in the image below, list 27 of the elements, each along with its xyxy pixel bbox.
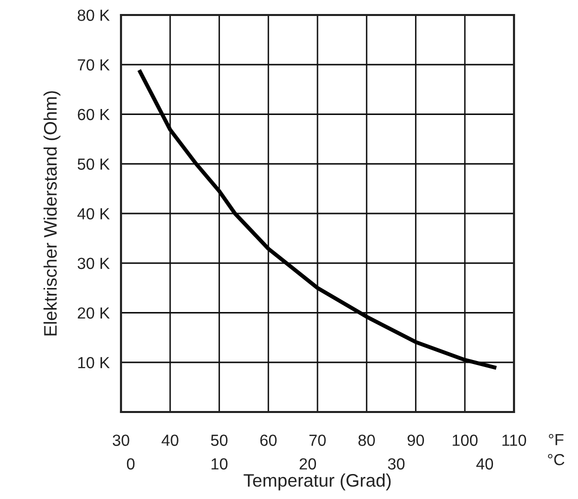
- y-tick-label: 70 K: [78, 59, 110, 71]
- x-tick-label: 110: [502, 434, 526, 446]
- x-tick-label: 30: [112, 434, 130, 446]
- y-tick-label: 10 K: [78, 357, 110, 368]
- x-tick-label: 90: [408, 434, 424, 446]
- x2-tick-label: 0: [126, 458, 135, 470]
- line-series: [137, 68, 498, 370]
- x-tick-label: 80: [358, 434, 375, 446]
- x-axis-title: Temperatur (Grad): [244, 474, 391, 490]
- y-tick-label: 30 K: [78, 258, 110, 270]
- text: °F: [548, 434, 564, 446]
- y-tick-label: 20 K: [78, 307, 110, 319]
- y-tick-label: 60 K: [78, 108, 110, 120]
- x-tick-label: 100: [452, 434, 478, 446]
- x2-tick-label: 30: [388, 458, 405, 470]
- text: °C: [548, 454, 564, 466]
- x-tick-label: 60: [260, 434, 277, 446]
- y-tick-label: 50 K: [78, 158, 110, 170]
- x2-tick-label: 40: [476, 458, 494, 470]
- y-axis-title: Elektrischer Widerstand (Ohm): [44, 91, 60, 336]
- x-tick-label: 40: [162, 434, 178, 446]
- x-tick-label: 50: [211, 434, 228, 446]
- x2-tick-label: 10: [212, 458, 228, 470]
- y-tick-label: 40 K: [77, 208, 110, 220]
- x2-tick-label: 20: [300, 458, 316, 470]
- y-tick-label: 80 K: [78, 10, 110, 21]
- x-tick-label: 70: [309, 434, 326, 446]
